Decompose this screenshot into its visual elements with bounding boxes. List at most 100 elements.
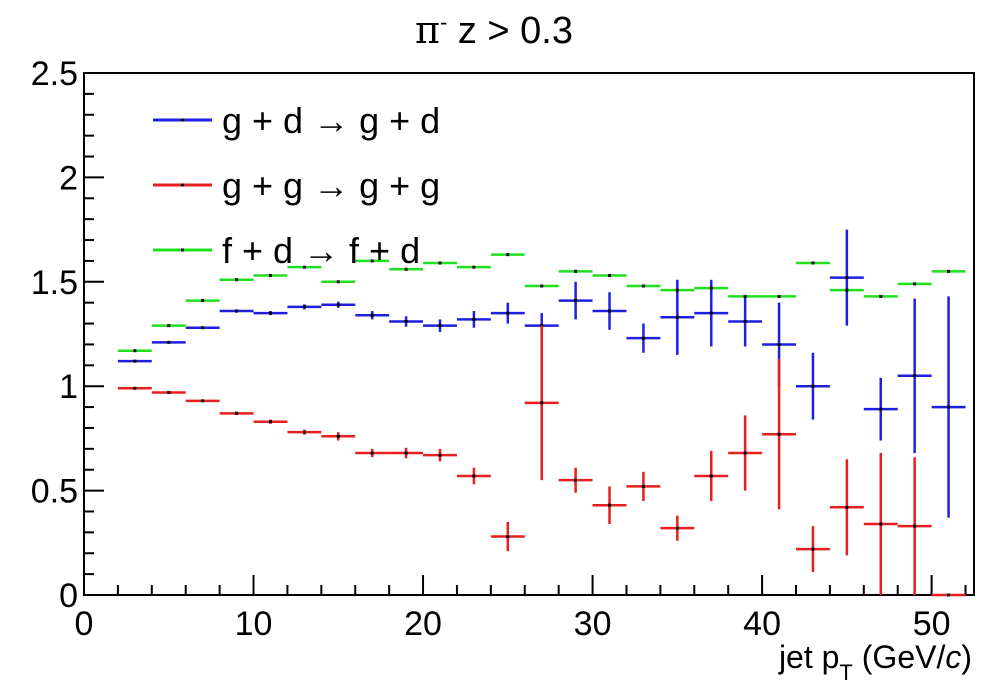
data-point: [592, 292, 627, 330]
point-marker: [472, 265, 476, 269]
data-point: [151, 340, 186, 344]
data-point: [626, 471, 661, 502]
data-point: [389, 447, 424, 459]
data-point: [355, 311, 390, 320]
point-marker: [811, 547, 815, 551]
data-point: [796, 261, 830, 265]
point-marker: [370, 313, 374, 317]
point-marker: [235, 411, 239, 415]
point-marker: [404, 451, 408, 455]
series-1: [117, 229, 966, 518]
point-marker: [879, 522, 883, 526]
data-point: [897, 457, 932, 595]
data-point: [151, 390, 186, 394]
data-point: [524, 284, 559, 288]
point-marker: [336, 434, 340, 438]
y-tick-label: 1.5: [31, 264, 78, 302]
point-marker: [201, 299, 205, 303]
data-point: [456, 467, 491, 485]
data-point: [829, 459, 864, 556]
data-point: [829, 288, 864, 292]
data-point: [728, 294, 763, 298]
point-marker: [709, 311, 713, 315]
point-marker: [641, 484, 645, 488]
data-point: [219, 309, 254, 313]
data-point: [931, 296, 966, 518]
point-marker: [574, 269, 578, 273]
point-marker: [167, 390, 171, 394]
data-point: [863, 294, 898, 298]
point-marker: [879, 407, 883, 411]
data-point: [423, 261, 457, 265]
data-point: [694, 279, 729, 347]
x-tick-label: 20: [404, 605, 442, 643]
data-point: [253, 419, 288, 424]
data-point: [592, 486, 627, 525]
point-marker: [336, 280, 340, 284]
data-point: [524, 325, 559, 481]
point-marker: [743, 294, 747, 298]
data-point: [796, 352, 830, 420]
point-marker: [336, 303, 340, 307]
point-marker: [947, 405, 951, 409]
title-charge: -: [439, 9, 448, 35]
data-point: [728, 415, 763, 491]
data-point: [931, 269, 966, 273]
point-marker: [709, 286, 713, 290]
chart-title: π- z > 0.3: [0, 8, 988, 53]
data-point: [321, 301, 356, 308]
series-2: [117, 325, 966, 597]
legend-item: f + d → f + d: [153, 230, 420, 271]
data-point: [694, 450, 729, 502]
data-point: [558, 467, 593, 493]
data-point: [728, 296, 763, 347]
point-marker: [608, 503, 612, 507]
data-point: [490, 253, 525, 257]
data-point: [287, 429, 322, 435]
x-tick-label: 0: [75, 605, 94, 643]
data-point: [117, 349, 152, 353]
data-point: [423, 319, 457, 332]
data-point: [219, 411, 254, 416]
point-marker: [811, 261, 815, 265]
plot-frame: [83, 72, 975, 596]
point-marker: [370, 451, 374, 455]
y-tick-label: 2: [59, 159, 78, 197]
data-point: [762, 359, 796, 510]
data-point: [389, 316, 424, 327]
point-marker: [845, 276, 849, 280]
point-marker: [506, 535, 510, 539]
data-point: [592, 274, 627, 278]
data-point: [456, 265, 491, 269]
point-marker: [913, 374, 917, 378]
legend-item: g + d → g + d: [153, 100, 440, 141]
point-marker: [608, 309, 612, 313]
x-tick-label: 30: [574, 605, 612, 643]
point-marker: [879, 294, 883, 298]
point-marker: [438, 453, 442, 457]
legend-label: g + d → g + d: [222, 100, 440, 141]
series-3: [117, 253, 966, 353]
data-point: [287, 265, 322, 269]
data-point: [558, 281, 593, 320]
point-marker: [167, 340, 171, 344]
data-point: [863, 377, 898, 441]
x-tick-label: 50: [913, 605, 951, 643]
y-tick-label: 0.5: [31, 473, 78, 511]
data-point: [897, 298, 932, 454]
x-tick-label: 10: [235, 605, 273, 643]
point-marker: [913, 524, 917, 528]
data-point: [117, 386, 152, 390]
data-point: [219, 278, 254, 282]
data-point: [185, 299, 220, 303]
legend-label: g + g → g + g: [222, 165, 440, 206]
data-point: [287, 304, 322, 310]
data-point: [185, 399, 220, 403]
point-marker: [641, 336, 645, 340]
data-point: [660, 279, 695, 355]
point-marker: [201, 326, 205, 330]
data-point: [694, 286, 729, 290]
legend-marker: [181, 183, 184, 187]
point-marker: [675, 526, 679, 530]
